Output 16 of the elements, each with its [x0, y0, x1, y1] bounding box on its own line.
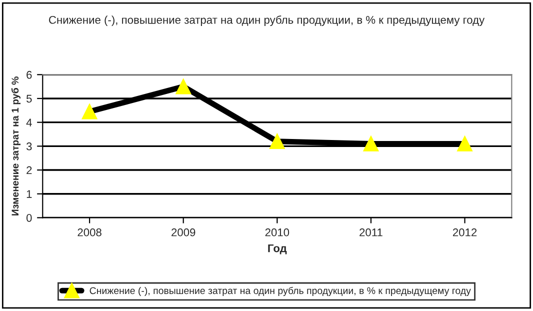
y-tick-label: 1	[26, 190, 32, 198]
x-tick-label: 2008	[78, 228, 102, 236]
y-tick-label: 4	[26, 118, 32, 126]
legend-label: Снижение (-), повышение затрат на один рубль продукции, в % к предыдущему году	[90, 286, 471, 296]
y-tick-label: 2	[26, 166, 32, 174]
y-axis-title: Изменение затрат на 1 руб %	[11, 76, 20, 216]
y-tick-label: 3	[26, 142, 32, 150]
y-tick-label: 5	[26, 94, 32, 103]
y-tick-label: 0	[26, 214, 32, 222]
x-tick-label: 2011	[360, 228, 382, 236]
x-tick-label: 2010	[265, 228, 290, 236]
x-axis-title: Год	[268, 244, 287, 254]
x-tick-label: 2009	[172, 228, 196, 236]
x-tick-label: 2012	[452, 228, 477, 236]
y-tick-label: 6	[26, 70, 32, 79]
chart-title: Снижение (-), повышение затрат на один рубль продукции, в % к предыдущему году	[49, 16, 485, 26]
